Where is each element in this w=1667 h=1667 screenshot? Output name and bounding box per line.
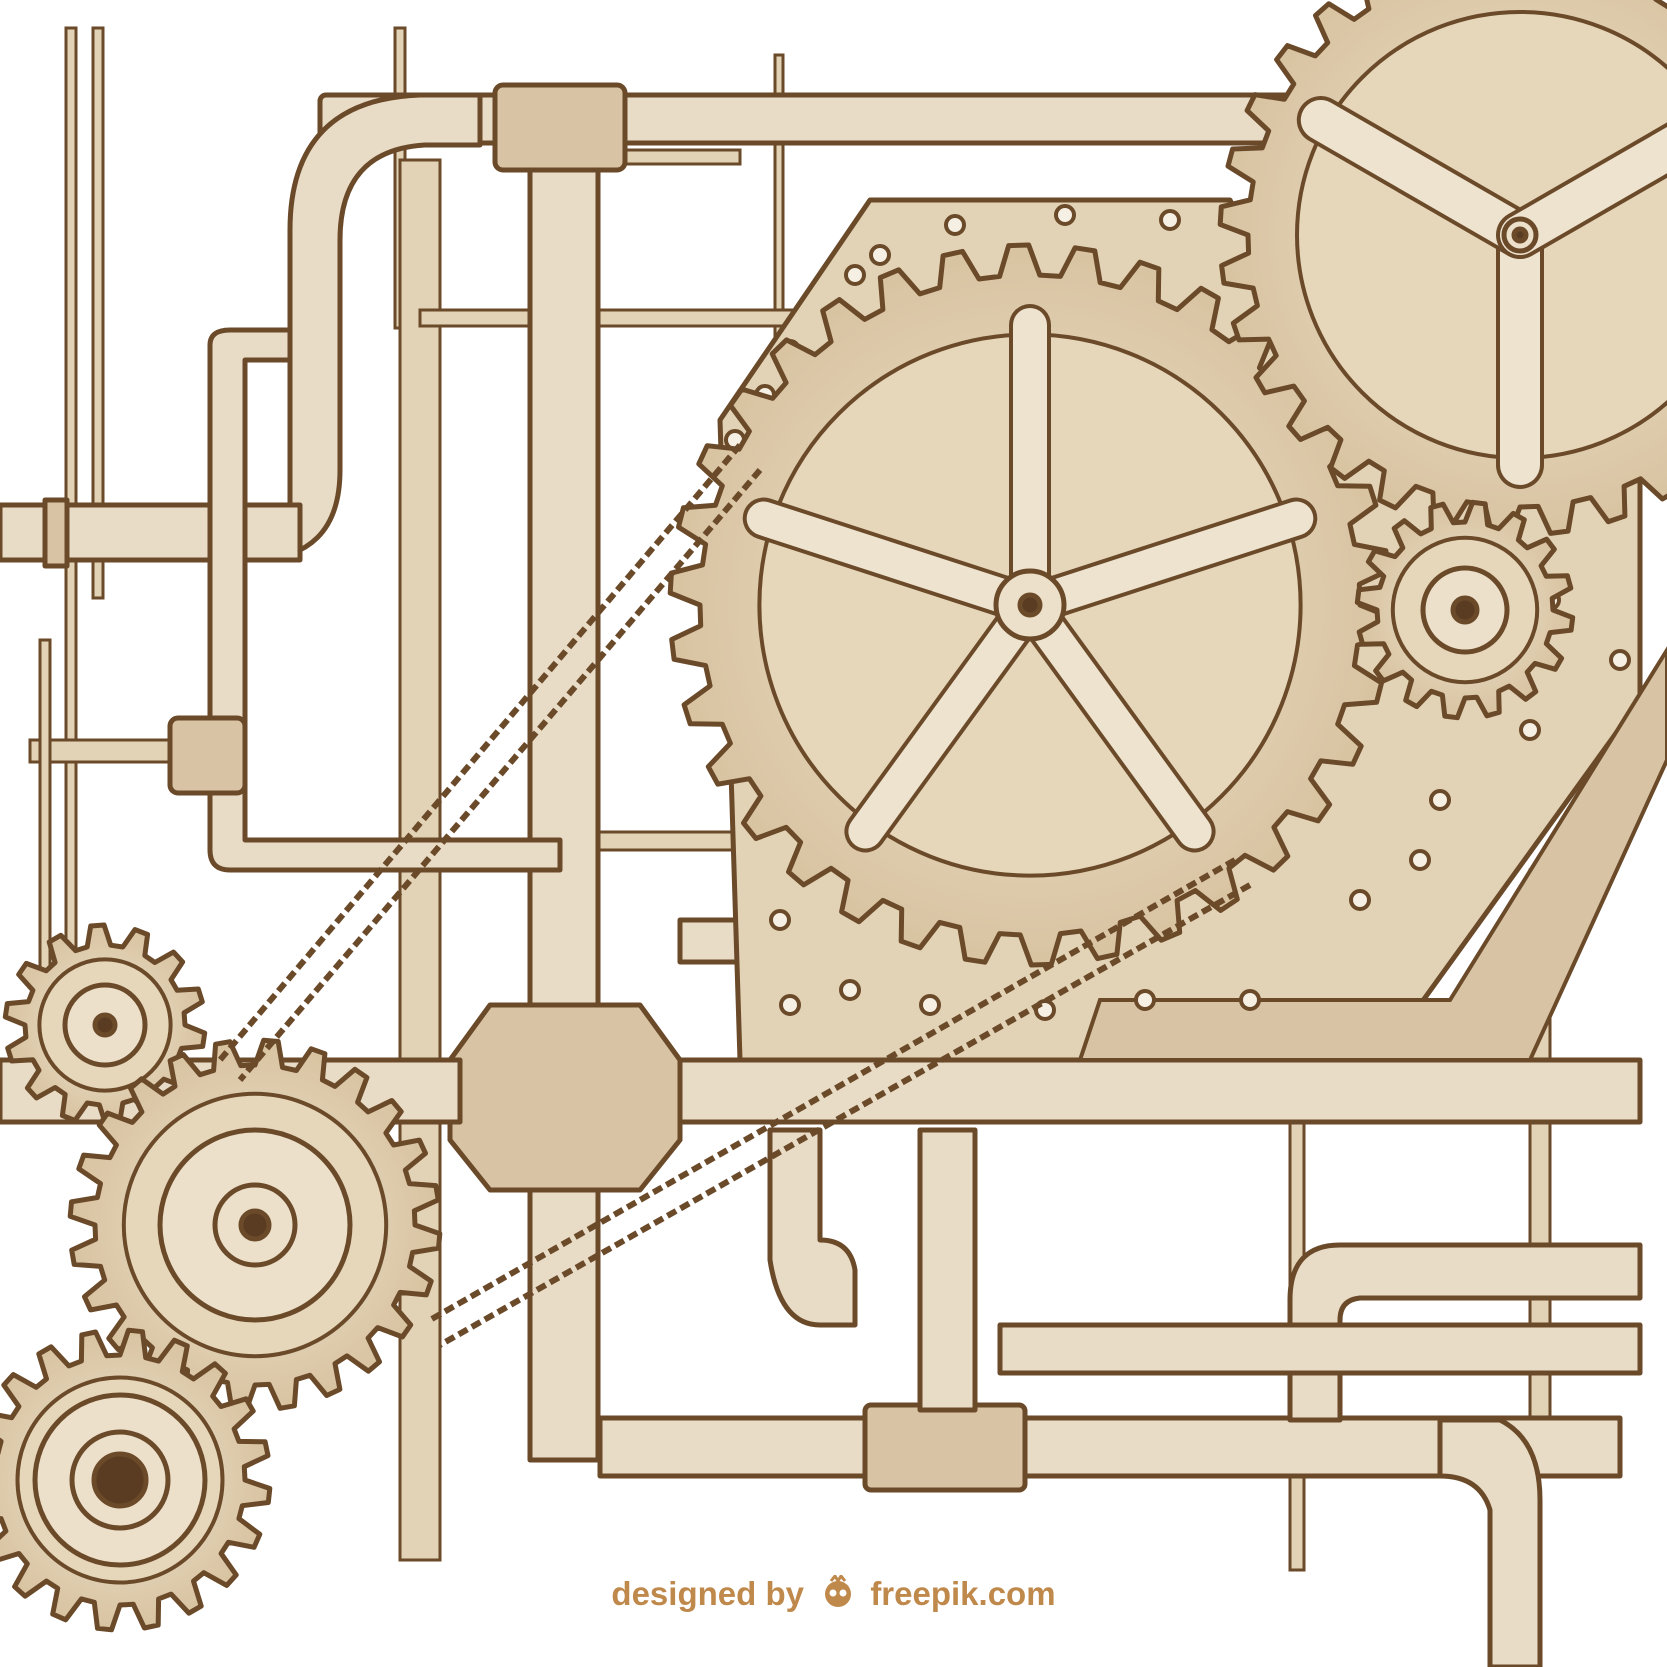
credit-prefix: designed by (611, 1575, 804, 1612)
credit-brand: freepik.com (870, 1575, 1056, 1612)
gear-spokes (32, 96, 1667, 1568)
freepik-logo-icon (825, 1575, 852, 1607)
freepik-credit: designed by freepik.com (0, 1575, 1667, 1613)
drive-chain (217, 443, 1252, 1348)
